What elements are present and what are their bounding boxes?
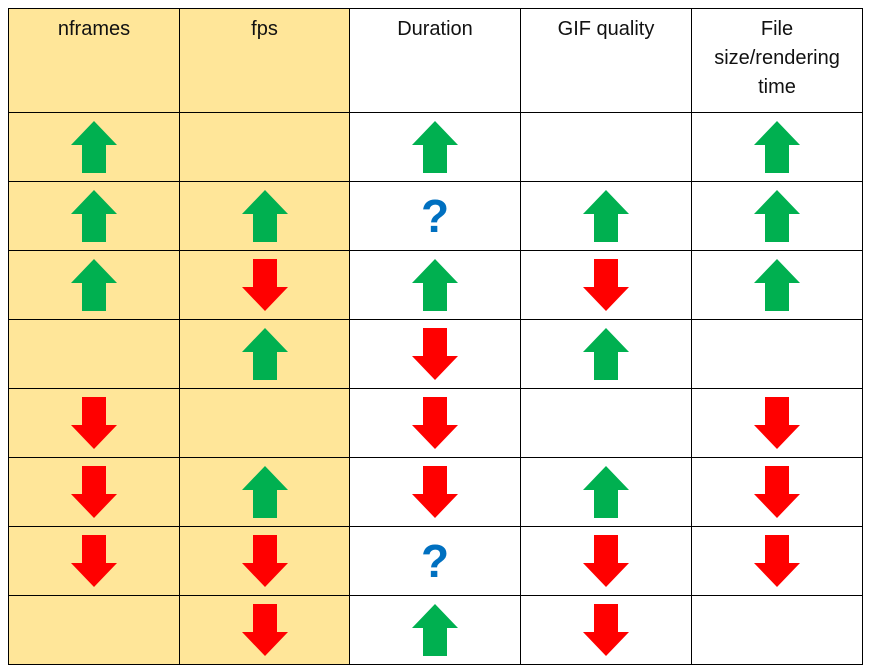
table-body: ?? xyxy=(8,112,863,665)
cell-nframes xyxy=(8,112,180,182)
down-arrow-icon xyxy=(583,259,629,311)
header-file-size-rendering-time: File size/rendering time xyxy=(691,8,863,113)
cell-fps xyxy=(179,319,350,389)
question-mark: ? xyxy=(420,535,450,587)
cell-gif-quality xyxy=(520,457,692,527)
down-arrow-icon xyxy=(583,604,629,656)
cell-fps xyxy=(179,388,350,458)
table-row: ? xyxy=(8,181,863,251)
table-row xyxy=(8,595,863,665)
cell-gif-quality xyxy=(520,595,692,665)
table-row xyxy=(8,112,863,182)
header-nframes: nframes xyxy=(8,8,180,113)
down-arrow-icon xyxy=(71,466,117,518)
up-arrow-icon xyxy=(241,466,288,518)
down-arrow-icon xyxy=(241,535,288,587)
down-arrow-icon xyxy=(754,535,800,587)
cell-gif-quality xyxy=(520,112,692,182)
header-row: nframes fps Duration GIF quality File si… xyxy=(8,8,863,113)
cell-file-size xyxy=(691,250,863,320)
cell-gif-quality xyxy=(520,319,692,389)
up-arrow-icon xyxy=(412,259,458,311)
up-arrow-icon xyxy=(241,328,288,380)
cell-file-size xyxy=(691,526,863,596)
table-row xyxy=(8,457,863,527)
down-arrow-icon xyxy=(241,604,288,656)
cell-duration: ? xyxy=(349,181,521,251)
cell-duration xyxy=(349,595,521,665)
cell-duration xyxy=(349,250,521,320)
table-row xyxy=(8,319,863,389)
down-arrow-icon xyxy=(241,259,288,311)
cell-file-size xyxy=(691,112,863,182)
cell-nframes xyxy=(8,250,180,320)
down-arrow-icon xyxy=(754,466,800,518)
down-arrow-icon xyxy=(412,466,458,518)
header-duration: Duration xyxy=(349,8,521,113)
cell-nframes xyxy=(8,181,180,251)
comparison-table: nframes fps Duration GIF quality File si… xyxy=(8,8,863,665)
cell-nframes xyxy=(8,526,180,596)
cell-duration xyxy=(349,388,521,458)
cell-nframes xyxy=(8,457,180,527)
cell-duration: ? xyxy=(349,526,521,596)
header-gif-quality: GIF quality xyxy=(520,8,692,113)
up-arrow-icon xyxy=(412,121,458,173)
down-arrow-icon xyxy=(71,535,117,587)
down-arrow-icon xyxy=(412,397,458,449)
cell-fps xyxy=(179,112,350,182)
cell-fps xyxy=(179,181,350,251)
cell-gif-quality xyxy=(520,181,692,251)
up-arrow-icon xyxy=(412,604,458,656)
up-arrow-icon xyxy=(71,190,117,242)
cell-fps xyxy=(179,250,350,320)
cell-nframes xyxy=(8,388,180,458)
cell-duration xyxy=(349,457,521,527)
up-arrow-icon xyxy=(754,121,800,173)
cell-gif-quality xyxy=(520,250,692,320)
cell-file-size xyxy=(691,181,863,251)
table-row: ? xyxy=(8,526,863,596)
cell-gif-quality xyxy=(520,388,692,458)
up-arrow-icon xyxy=(241,190,288,242)
cell-nframes xyxy=(8,595,180,665)
up-arrow-icon xyxy=(754,190,800,242)
cell-file-size xyxy=(691,457,863,527)
down-arrow-icon xyxy=(583,535,629,587)
table-row xyxy=(8,388,863,458)
cell-fps xyxy=(179,457,350,527)
table-row xyxy=(8,250,863,320)
cell-fps xyxy=(179,526,350,596)
up-arrow-icon xyxy=(583,466,629,518)
up-arrow-icon xyxy=(71,259,117,311)
cell-nframes xyxy=(8,319,180,389)
up-arrow-icon xyxy=(754,259,800,311)
cell-fps xyxy=(179,595,350,665)
cell-duration xyxy=(349,319,521,389)
cell-file-size xyxy=(691,595,863,665)
question-mark: ? xyxy=(420,190,450,242)
header-fps: fps xyxy=(179,8,350,113)
down-arrow-icon xyxy=(754,397,800,449)
down-arrow-icon xyxy=(71,397,117,449)
up-arrow-icon xyxy=(583,328,629,380)
cell-gif-quality xyxy=(520,526,692,596)
up-arrow-icon xyxy=(71,121,117,173)
cell-file-size xyxy=(691,388,863,458)
cell-file-size xyxy=(691,319,863,389)
up-arrow-icon xyxy=(583,190,629,242)
cell-duration xyxy=(349,112,521,182)
down-arrow-icon xyxy=(412,328,458,380)
